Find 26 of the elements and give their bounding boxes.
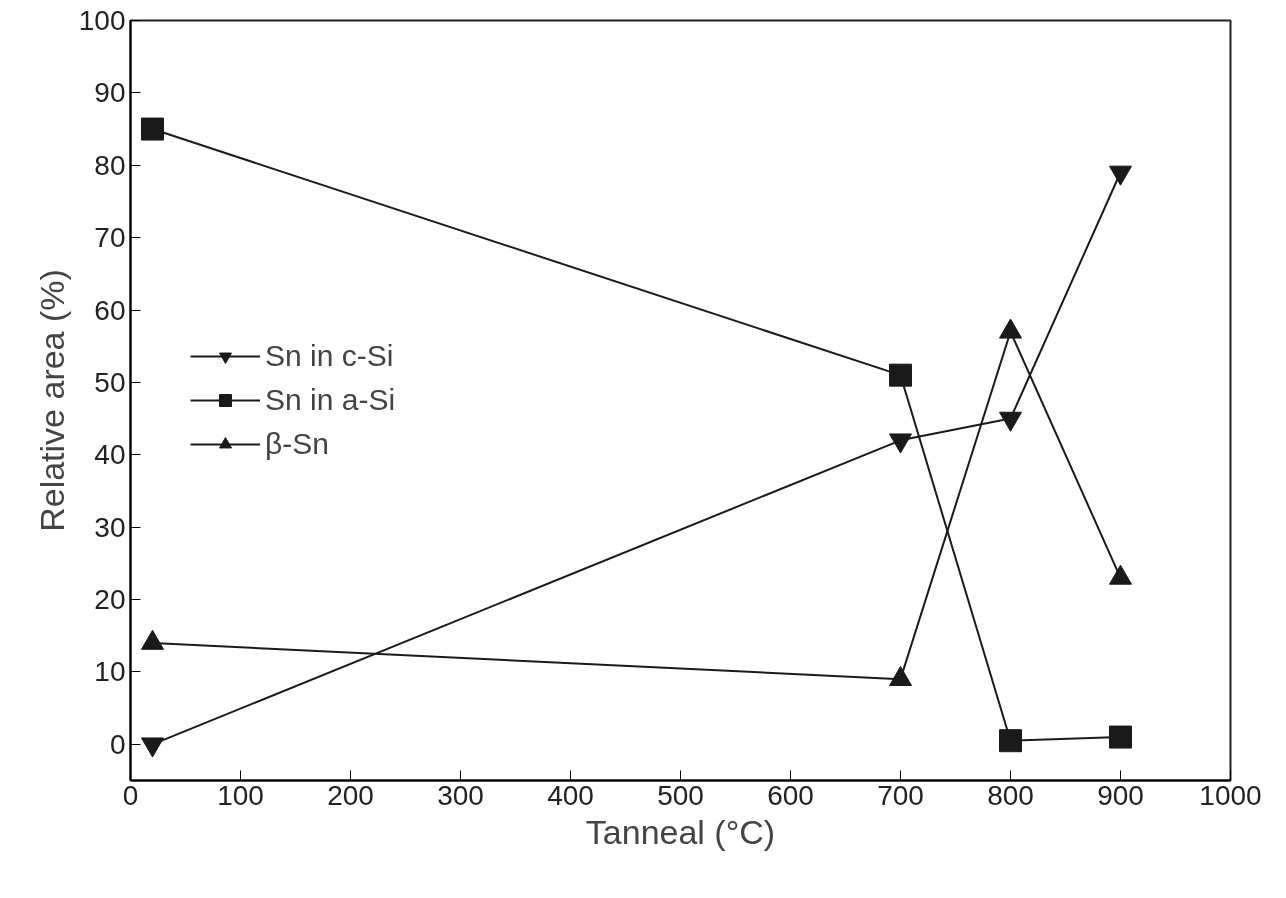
legend-label: β-Sn	[265, 427, 329, 461]
y-tick-label: 30	[94, 511, 126, 543]
y-axis-title: Relative area (%)	[32, 269, 71, 532]
y-tick-label: 10	[94, 656, 126, 688]
y-tick-label: 40	[94, 439, 126, 471]
x-tick-label: 200	[327, 779, 374, 811]
legend-label: Sn in c-Si	[265, 339, 394, 373]
x-tick-label: 1000	[1199, 779, 1262, 811]
x-axis-title: Tanneal (°C)	[585, 812, 776, 851]
x-tick-label: 300	[437, 779, 484, 811]
x-tick-label: 900	[1097, 779, 1144, 811]
y-tick-label: 90	[94, 77, 126, 109]
y-tick-label: 80	[94, 149, 126, 181]
x-tick-label: 500	[657, 779, 704, 811]
y-tick-label: 50	[94, 366, 126, 398]
y-tick-label: 20	[94, 584, 126, 616]
x-tick-label: 700	[877, 779, 924, 811]
x-tick-label: 100	[217, 779, 264, 811]
legend-label: Sn in a-Si	[265, 383, 396, 417]
y-tick-label: 60	[94, 294, 126, 326]
y-tick-label: 70	[94, 222, 126, 254]
y-tick-label: 100	[78, 5, 126, 36]
y-tick-label: 0	[109, 728, 126, 760]
x-tick-label: 400	[547, 779, 594, 811]
x-tick-label: 800	[987, 779, 1034, 811]
x-tick-label: 600	[767, 779, 814, 811]
